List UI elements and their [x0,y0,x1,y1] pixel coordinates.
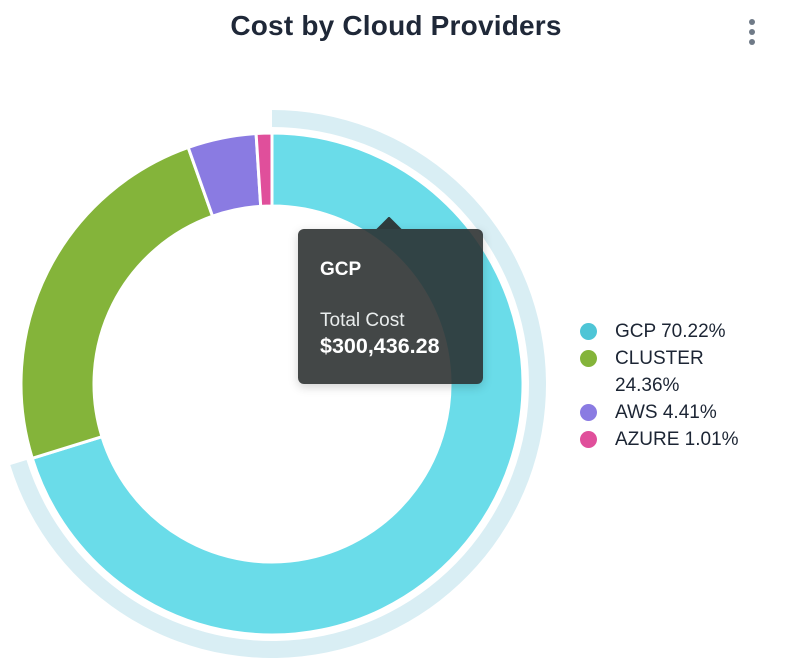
kebab-menu-icon[interactable] [742,17,762,47]
legend-label: CLUSTER 24.36% [615,348,704,396]
legend-swatch-gcp [580,323,597,340]
tooltip-arrow [372,217,406,229]
legend-label: GCP 70.22% [615,321,726,342]
legend-swatch-aws [580,404,597,421]
legend-item-gcp[interactable]: GCP 70.22% [580,318,770,345]
legend-label: AWS 4.41% [615,402,717,423]
slice-azure[interactable] [254,131,274,208]
legend-swatch-cluster [580,350,597,367]
legend-label: AZURE 1.01% [615,429,739,450]
kebab-dot [749,39,755,45]
kebab-dot [749,19,755,25]
legend-item-cluster[interactable]: CLUSTER 24.36% [580,345,770,399]
slice-cluster[interactable] [19,145,215,460]
tooltip-metric-label: Total Cost [320,310,405,331]
legend-item-azure[interactable]: AZURE 1.01% [580,426,770,453]
kebab-dot [749,29,755,35]
chart-legend: GCP 70.22% CLUSTER 24.36% AWS 4.41% AZURE 1… [580,318,770,453]
tooltip-metric-value: $300,436.28 [320,334,440,358]
tooltip-series-name: GCP [320,259,362,280]
legend-item-aws[interactable]: AWS 4.41% [580,399,770,426]
legend-swatch-azure [580,431,597,448]
chart-tooltip: GCP Total Cost $300,436.28 [298,217,483,384]
chart-title: Cost by Cloud Providers [230,10,562,41]
